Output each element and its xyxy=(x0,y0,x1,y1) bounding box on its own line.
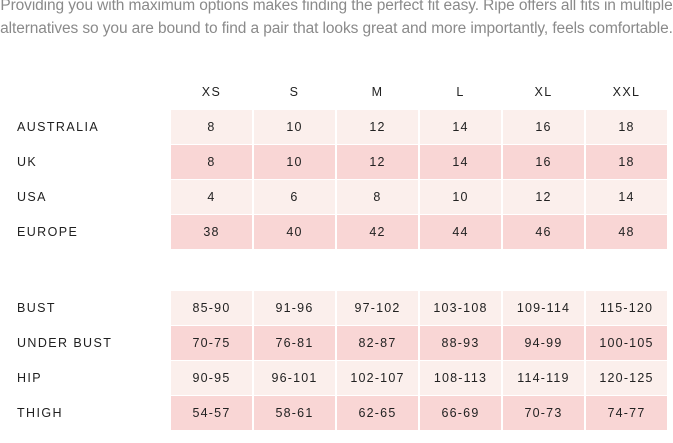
table-cell: 6 xyxy=(254,180,335,214)
row-label: BUST xyxy=(17,301,56,315)
table-cell: 12 xyxy=(503,180,584,214)
table-cell: 8 xyxy=(337,180,418,214)
table-cell: 46 xyxy=(503,215,584,249)
table-cell: 14 xyxy=(420,110,501,144)
table-cell: 66-69 xyxy=(420,396,501,430)
table-cell: 10 xyxy=(420,180,501,214)
row-label: UK xyxy=(17,155,38,169)
table-cell: 38 xyxy=(171,215,252,249)
table-cell: 48 xyxy=(586,215,667,249)
table-cell: 16 xyxy=(503,145,584,179)
table-cell: 8 xyxy=(171,145,252,179)
table-cell: 40 xyxy=(254,215,335,249)
table-cell: 91-96 xyxy=(254,291,335,325)
table-cell: 14 xyxy=(586,180,667,214)
table-cell: 12 xyxy=(337,110,418,144)
intro-line-2: alternatives so you are bound to find a … xyxy=(0,20,673,37)
table-cell: 88-93 xyxy=(420,326,501,360)
row-label: UNDER BUST xyxy=(17,336,113,350)
table-cell: 74-77 xyxy=(586,396,667,430)
size-header-xs: XS xyxy=(201,85,222,99)
table-cell: 100-105 xyxy=(586,326,667,360)
table-row-usa: USA 4 6 8 10 12 14 xyxy=(0,180,673,214)
size-header-s: S xyxy=(289,85,300,99)
table-cell: 108-113 xyxy=(420,361,501,395)
table-row-europe: EUROPE 38 40 42 44 46 48 xyxy=(0,215,673,249)
table-cell: 70-73 xyxy=(503,396,584,430)
table-cell: 85-90 xyxy=(171,291,252,325)
table-row-australia: AUSTRALIA 8 10 12 14 16 18 xyxy=(0,110,673,144)
row-label: THIGH xyxy=(17,406,63,420)
table-cell: 82-87 xyxy=(337,326,418,360)
table-cell: 109-114 xyxy=(503,291,584,325)
row-label: USA xyxy=(17,190,47,204)
table-row-hip: HIP 90-95 96-101 102-107 108-113 114-119… xyxy=(0,361,673,395)
size-header-m: M xyxy=(371,85,384,99)
table-cell: 103-108 xyxy=(420,291,501,325)
table-cell: 42 xyxy=(337,215,418,249)
table-cell: 14 xyxy=(420,145,501,179)
table-row-under-bust: UNDER BUST 70-75 76-81 82-87 88-93 94-99… xyxy=(0,326,673,360)
row-label: HIP xyxy=(17,371,43,385)
table-cell: 10 xyxy=(254,145,335,179)
table-cell: 8 xyxy=(171,110,252,144)
table-cell: 18 xyxy=(586,110,667,144)
table-cell: 18 xyxy=(586,145,667,179)
table-row-bust: BUST 85-90 91-96 97-102 103-108 109-114 … xyxy=(0,291,673,325)
table-row-uk: UK 8 10 12 14 16 18 xyxy=(0,145,673,179)
table-cell: 58-61 xyxy=(254,396,335,430)
table-cell: 4 xyxy=(171,180,252,214)
table-cell: 54-57 xyxy=(171,396,252,430)
table-cell: 102-107 xyxy=(337,361,418,395)
table-cell: 70-75 xyxy=(171,326,252,360)
row-label: EUROPE xyxy=(17,225,79,239)
size-header-xl: XL xyxy=(534,85,553,99)
table-cell: 115-120 xyxy=(586,291,667,325)
intro-line-1: Providing you with maximum options makes… xyxy=(0,0,673,14)
table-cell: 44 xyxy=(420,215,501,249)
table-cell: 16 xyxy=(503,110,584,144)
table-cell: 97-102 xyxy=(337,291,418,325)
table-cell: 62-65 xyxy=(337,396,418,430)
table-cell: 120-125 xyxy=(586,361,667,395)
table-row-thigh: THIGH 54-57 58-61 62-65 66-69 70-73 74-7… xyxy=(0,396,673,430)
table-cell: 114-119 xyxy=(503,361,584,395)
intro-paragraph: Providing you with maximum options makes… xyxy=(0,0,673,40)
size-header-l: L xyxy=(456,85,465,99)
table-cell: 96-101 xyxy=(254,361,335,395)
row-label: AUSTRALIA xyxy=(17,120,100,134)
table-cell: 12 xyxy=(337,145,418,179)
table-cell: 10 xyxy=(254,110,335,144)
size-header-xxl: XXL xyxy=(612,85,641,99)
table-cell: 76-81 xyxy=(254,326,335,360)
table-cell: 94-99 xyxy=(503,326,584,360)
table-cell: 90-95 xyxy=(171,361,252,395)
